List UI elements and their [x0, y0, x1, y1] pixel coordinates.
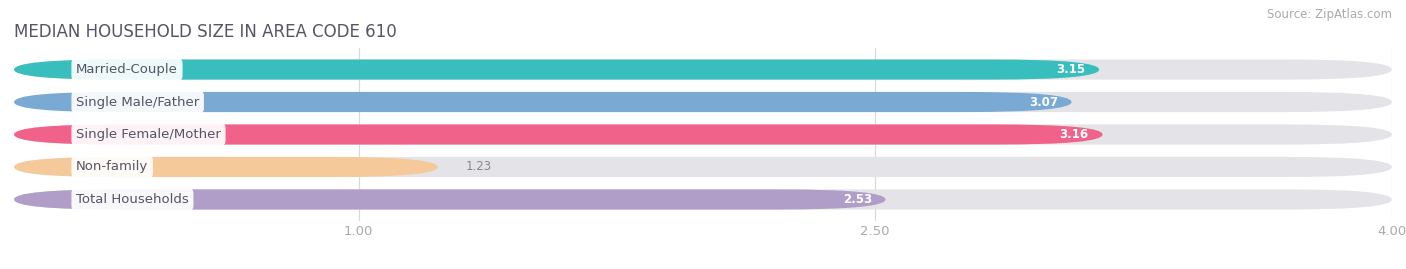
Text: Total Households: Total Households: [76, 193, 188, 206]
FancyBboxPatch shape: [14, 125, 1392, 144]
FancyBboxPatch shape: [14, 125, 1102, 144]
Text: 2.53: 2.53: [842, 193, 872, 206]
Text: Married-Couple: Married-Couple: [76, 63, 179, 76]
Text: MEDIAN HOUSEHOLD SIZE IN AREA CODE 610: MEDIAN HOUSEHOLD SIZE IN AREA CODE 610: [14, 23, 396, 41]
Text: Single Male/Father: Single Male/Father: [76, 95, 200, 108]
Text: 3.15: 3.15: [1056, 63, 1085, 76]
FancyBboxPatch shape: [14, 59, 1392, 80]
Text: 3.16: 3.16: [1060, 128, 1088, 141]
FancyBboxPatch shape: [14, 189, 1392, 210]
FancyBboxPatch shape: [14, 59, 1099, 80]
FancyBboxPatch shape: [14, 157, 1392, 177]
Text: 3.07: 3.07: [1029, 95, 1057, 108]
FancyBboxPatch shape: [14, 92, 1392, 112]
Text: 1.23: 1.23: [465, 161, 492, 174]
FancyBboxPatch shape: [14, 92, 1071, 112]
FancyBboxPatch shape: [14, 189, 886, 210]
FancyBboxPatch shape: [14, 157, 437, 177]
Text: Source: ZipAtlas.com: Source: ZipAtlas.com: [1267, 8, 1392, 21]
Text: Single Female/Mother: Single Female/Mother: [76, 128, 221, 141]
Text: Non-family: Non-family: [76, 161, 148, 174]
